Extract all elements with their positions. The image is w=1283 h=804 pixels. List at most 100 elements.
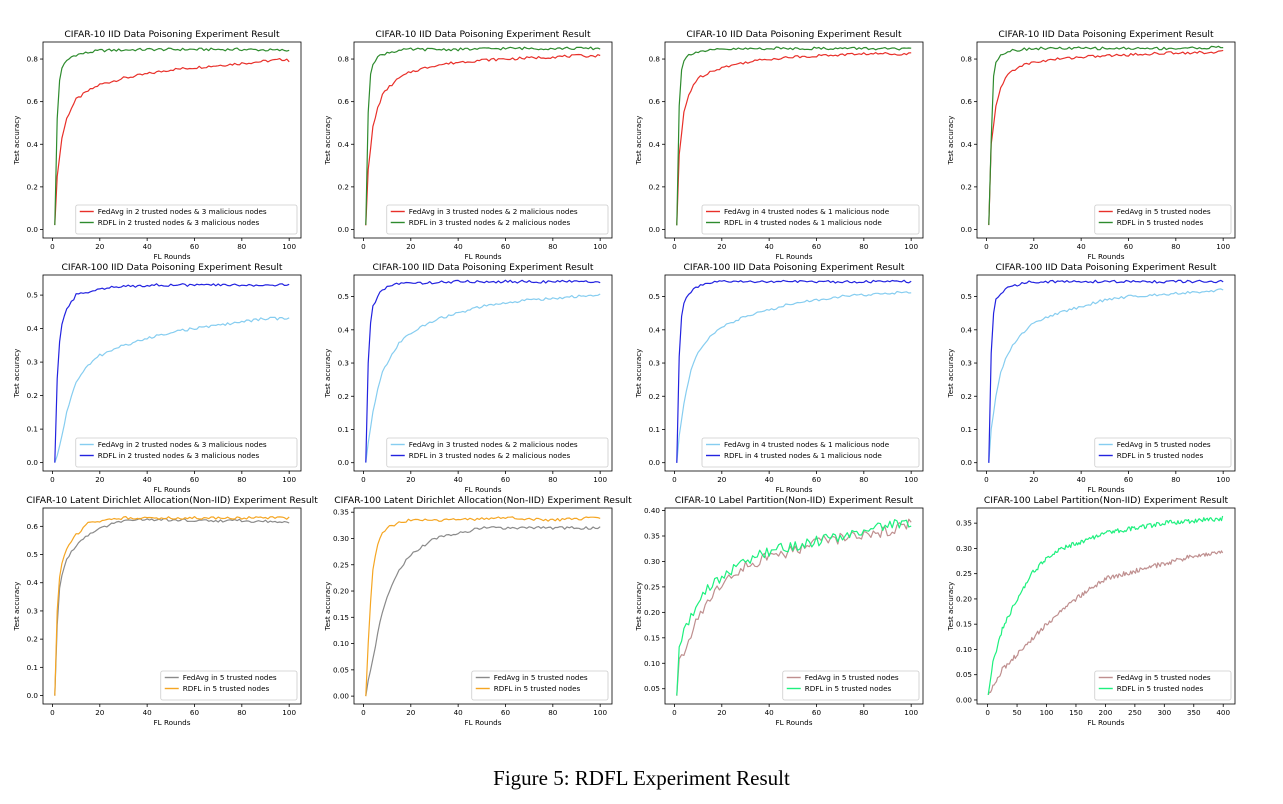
x-tick-label: 60	[812, 242, 822, 251]
y-tick-label: 0.5	[338, 292, 349, 301]
x-tick-label: 20	[1029, 475, 1039, 484]
x-axis-label: FL Rounds	[154, 718, 191, 727]
legend: FedAvg in 5 trusted nodes RDFL in 5 trust…	[471, 670, 609, 701]
legend-label: FedAvg in 3 trusted nodes & 2 malicious …	[409, 207, 578, 216]
x-tick-label: 100	[593, 475, 607, 484]
x-tick-label: 20	[406, 242, 416, 251]
legend-label: FedAvg in 2 trusted nodes & 3 malicious …	[98, 207, 267, 216]
y-axis-label: Test accuracy	[946, 348, 955, 399]
series-line	[676, 518, 912, 696]
x-tick-label: 40	[143, 475, 153, 484]
y-tick-label: 0.3	[961, 359, 972, 368]
x-tick-label: 80	[859, 708, 869, 717]
y-tick-label: 0.0	[27, 225, 39, 234]
x-tick-label: 100	[593, 242, 607, 251]
plot-frame	[976, 507, 1236, 705]
x-tick-label: 20	[717, 242, 727, 251]
x-tick-label: 60	[812, 475, 822, 484]
x-tick-label: 0	[50, 242, 55, 251]
y-tick-label: 0.8	[338, 55, 350, 64]
y-tick-label: 0.0	[338, 225, 350, 234]
y-tick-label: 0.30	[333, 534, 349, 543]
x-axis-label: FL Rounds	[1088, 252, 1125, 261]
legend-label: FedAvg in 5 trusted nodes	[1117, 207, 1211, 216]
y-axis-label: Test accuracy	[634, 348, 643, 399]
x-axis-label: FL Rounds	[465, 485, 502, 494]
legend-label: RDFL in 4 trusted nodes & 1 malicious no…	[724, 451, 882, 460]
series-line	[54, 316, 290, 463]
x-axis-label: FL Rounds	[154, 252, 191, 261]
x-tick-label: 20	[406, 708, 416, 717]
legend-label: RDFL in 5 trusted nodes	[1117, 451, 1204, 460]
y-tick-label: 0.4	[649, 140, 661, 149]
chart-title: CIFAR-10 Latent Dirichlet Allocation(Non…	[26, 495, 318, 506]
y-tick-label: 0.6	[27, 97, 39, 106]
series-line	[365, 279, 601, 463]
legend-box	[386, 204, 609, 235]
series-line	[987, 515, 1224, 695]
legend-box	[1094, 670, 1232, 701]
plot-frame	[42, 274, 302, 472]
legend-label: RDFL in 3 trusted nodes & 2 malicious no…	[409, 451, 571, 460]
series-line	[365, 293, 601, 463]
chart-panel: CIFAR-100 Label Partition(Non-IID) Exper…	[946, 495, 1236, 727]
y-tick-label: 0.2	[27, 182, 38, 191]
legend: FedAvg in 2 trusted nodes & 3 malicious …	[75, 204, 298, 235]
y-tick-label: 0.30	[644, 557, 660, 566]
y-axis-label: Test accuracy	[634, 581, 643, 632]
x-tick-label: 100	[282, 708, 296, 717]
series-line	[676, 46, 912, 226]
y-tick-label: 0.2	[649, 182, 660, 191]
x-tick-label: 40	[143, 708, 153, 717]
legend-box	[75, 204, 298, 235]
y-tick-label: 0.1	[27, 663, 38, 672]
y-tick-label: 0.10	[644, 659, 660, 668]
x-tick-label: 80	[237, 708, 247, 717]
x-tick-label: 100	[904, 242, 918, 251]
legend-label: FedAvg in 2 trusted nodes & 3 malicious …	[98, 440, 267, 449]
legend-label: RDFL in 3 trusted nodes & 2 malicious no…	[409, 218, 571, 227]
x-tick-label: 100	[1216, 475, 1230, 484]
y-tick-label: 0.1	[961, 425, 972, 434]
legend-box	[1094, 437, 1232, 468]
x-tick-label: 40	[454, 708, 464, 717]
y-tick-label: 0.4	[27, 140, 39, 149]
plot-frame	[353, 41, 613, 239]
legend-label: RDFL in 5 trusted nodes	[494, 684, 581, 693]
y-tick-label: 0.2	[338, 392, 349, 401]
y-tick-label: 0.15	[956, 620, 972, 629]
x-tick-label: 80	[237, 242, 247, 251]
legend-box	[75, 437, 298, 468]
legend: FedAvg in 5 trusted nodes RDFL in 5 trust…	[1094, 437, 1232, 468]
series-line	[365, 53, 601, 226]
y-tick-label: 0.8	[649, 55, 661, 64]
y-tick-label: 0.20	[333, 587, 349, 596]
y-tick-label: 0.8	[27, 55, 39, 64]
y-tick-label: 0.0	[961, 225, 973, 234]
series-line	[54, 47, 290, 226]
chart-title: CIFAR-100 IID Data Poisoning Experiment …	[61, 262, 282, 273]
y-tick-label: 0.05	[333, 665, 349, 674]
x-axis-label: FL Rounds	[776, 252, 813, 261]
y-tick-label: 0.5	[961, 292, 972, 301]
y-axis-label: Test accuracy	[634, 115, 643, 166]
x-tick-label: 0	[672, 475, 677, 484]
y-axis-label: Test accuracy	[946, 581, 955, 632]
series-line	[54, 283, 290, 463]
chart-title: CIFAR-100 Latent Dirichlet Allocation(No…	[334, 495, 632, 506]
y-tick-label: 0.1	[649, 425, 660, 434]
y-tick-label: 0.15	[333, 613, 349, 622]
legend-label: RDFL in 2 trusted nodes & 3 malicious no…	[98, 218, 260, 227]
chart-title: CIFAR-100 IID Data Poisoning Experiment …	[372, 262, 593, 273]
y-tick-label: 0.00	[956, 695, 972, 704]
x-tick-label: 60	[190, 708, 200, 717]
series-line	[988, 279, 1224, 463]
x-tick-label: 80	[237, 475, 247, 484]
y-tick-label: 0.30	[956, 544, 972, 553]
y-tick-label: 0.5	[27, 550, 38, 559]
y-tick-label: 0.2	[649, 392, 660, 401]
x-tick-label: 150	[1069, 708, 1083, 717]
chart-panel: CIFAR-10 Latent Dirichlet Allocation(Non…	[12, 495, 318, 727]
x-tick-label: 100	[1040, 708, 1054, 717]
